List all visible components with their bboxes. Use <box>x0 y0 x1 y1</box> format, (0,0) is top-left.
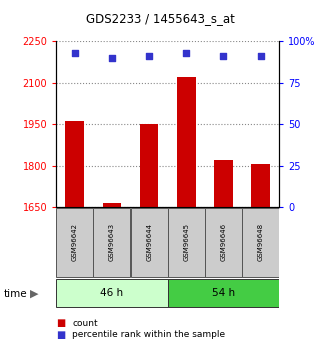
Text: GDS2233 / 1455643_s_at: GDS2233 / 1455643_s_at <box>86 12 235 25</box>
Bar <box>131 208 168 277</box>
Point <box>147 53 152 59</box>
Text: GSM96642: GSM96642 <box>72 223 78 262</box>
Text: ■: ■ <box>56 318 65 328</box>
Bar <box>103 203 121 207</box>
Bar <box>205 208 242 277</box>
Bar <box>140 124 159 207</box>
Bar <box>65 121 84 207</box>
Bar <box>56 208 93 277</box>
Text: count: count <box>72 319 98 328</box>
Point <box>221 53 226 59</box>
Bar <box>168 279 279 307</box>
Text: GSM96646: GSM96646 <box>221 223 227 262</box>
Point <box>109 55 115 61</box>
Text: percentile rank within the sample: percentile rank within the sample <box>72 330 225 339</box>
Text: time: time <box>3 289 27 299</box>
Text: ▶: ▶ <box>30 289 38 299</box>
Point <box>184 50 189 56</box>
Bar <box>177 77 195 207</box>
Text: 54 h: 54 h <box>212 288 235 298</box>
Point <box>72 50 77 56</box>
Text: GSM96645: GSM96645 <box>183 223 189 262</box>
Point <box>258 53 263 59</box>
Bar <box>168 208 205 277</box>
Text: GSM96644: GSM96644 <box>146 223 152 262</box>
Bar <box>214 160 233 207</box>
Bar <box>251 164 270 207</box>
Text: GSM96648: GSM96648 <box>258 223 264 262</box>
Bar <box>242 208 279 277</box>
Bar <box>93 208 130 277</box>
Text: 46 h: 46 h <box>100 288 124 298</box>
Bar <box>56 279 168 307</box>
Text: ■: ■ <box>56 330 65 339</box>
Text: GSM96643: GSM96643 <box>109 223 115 262</box>
